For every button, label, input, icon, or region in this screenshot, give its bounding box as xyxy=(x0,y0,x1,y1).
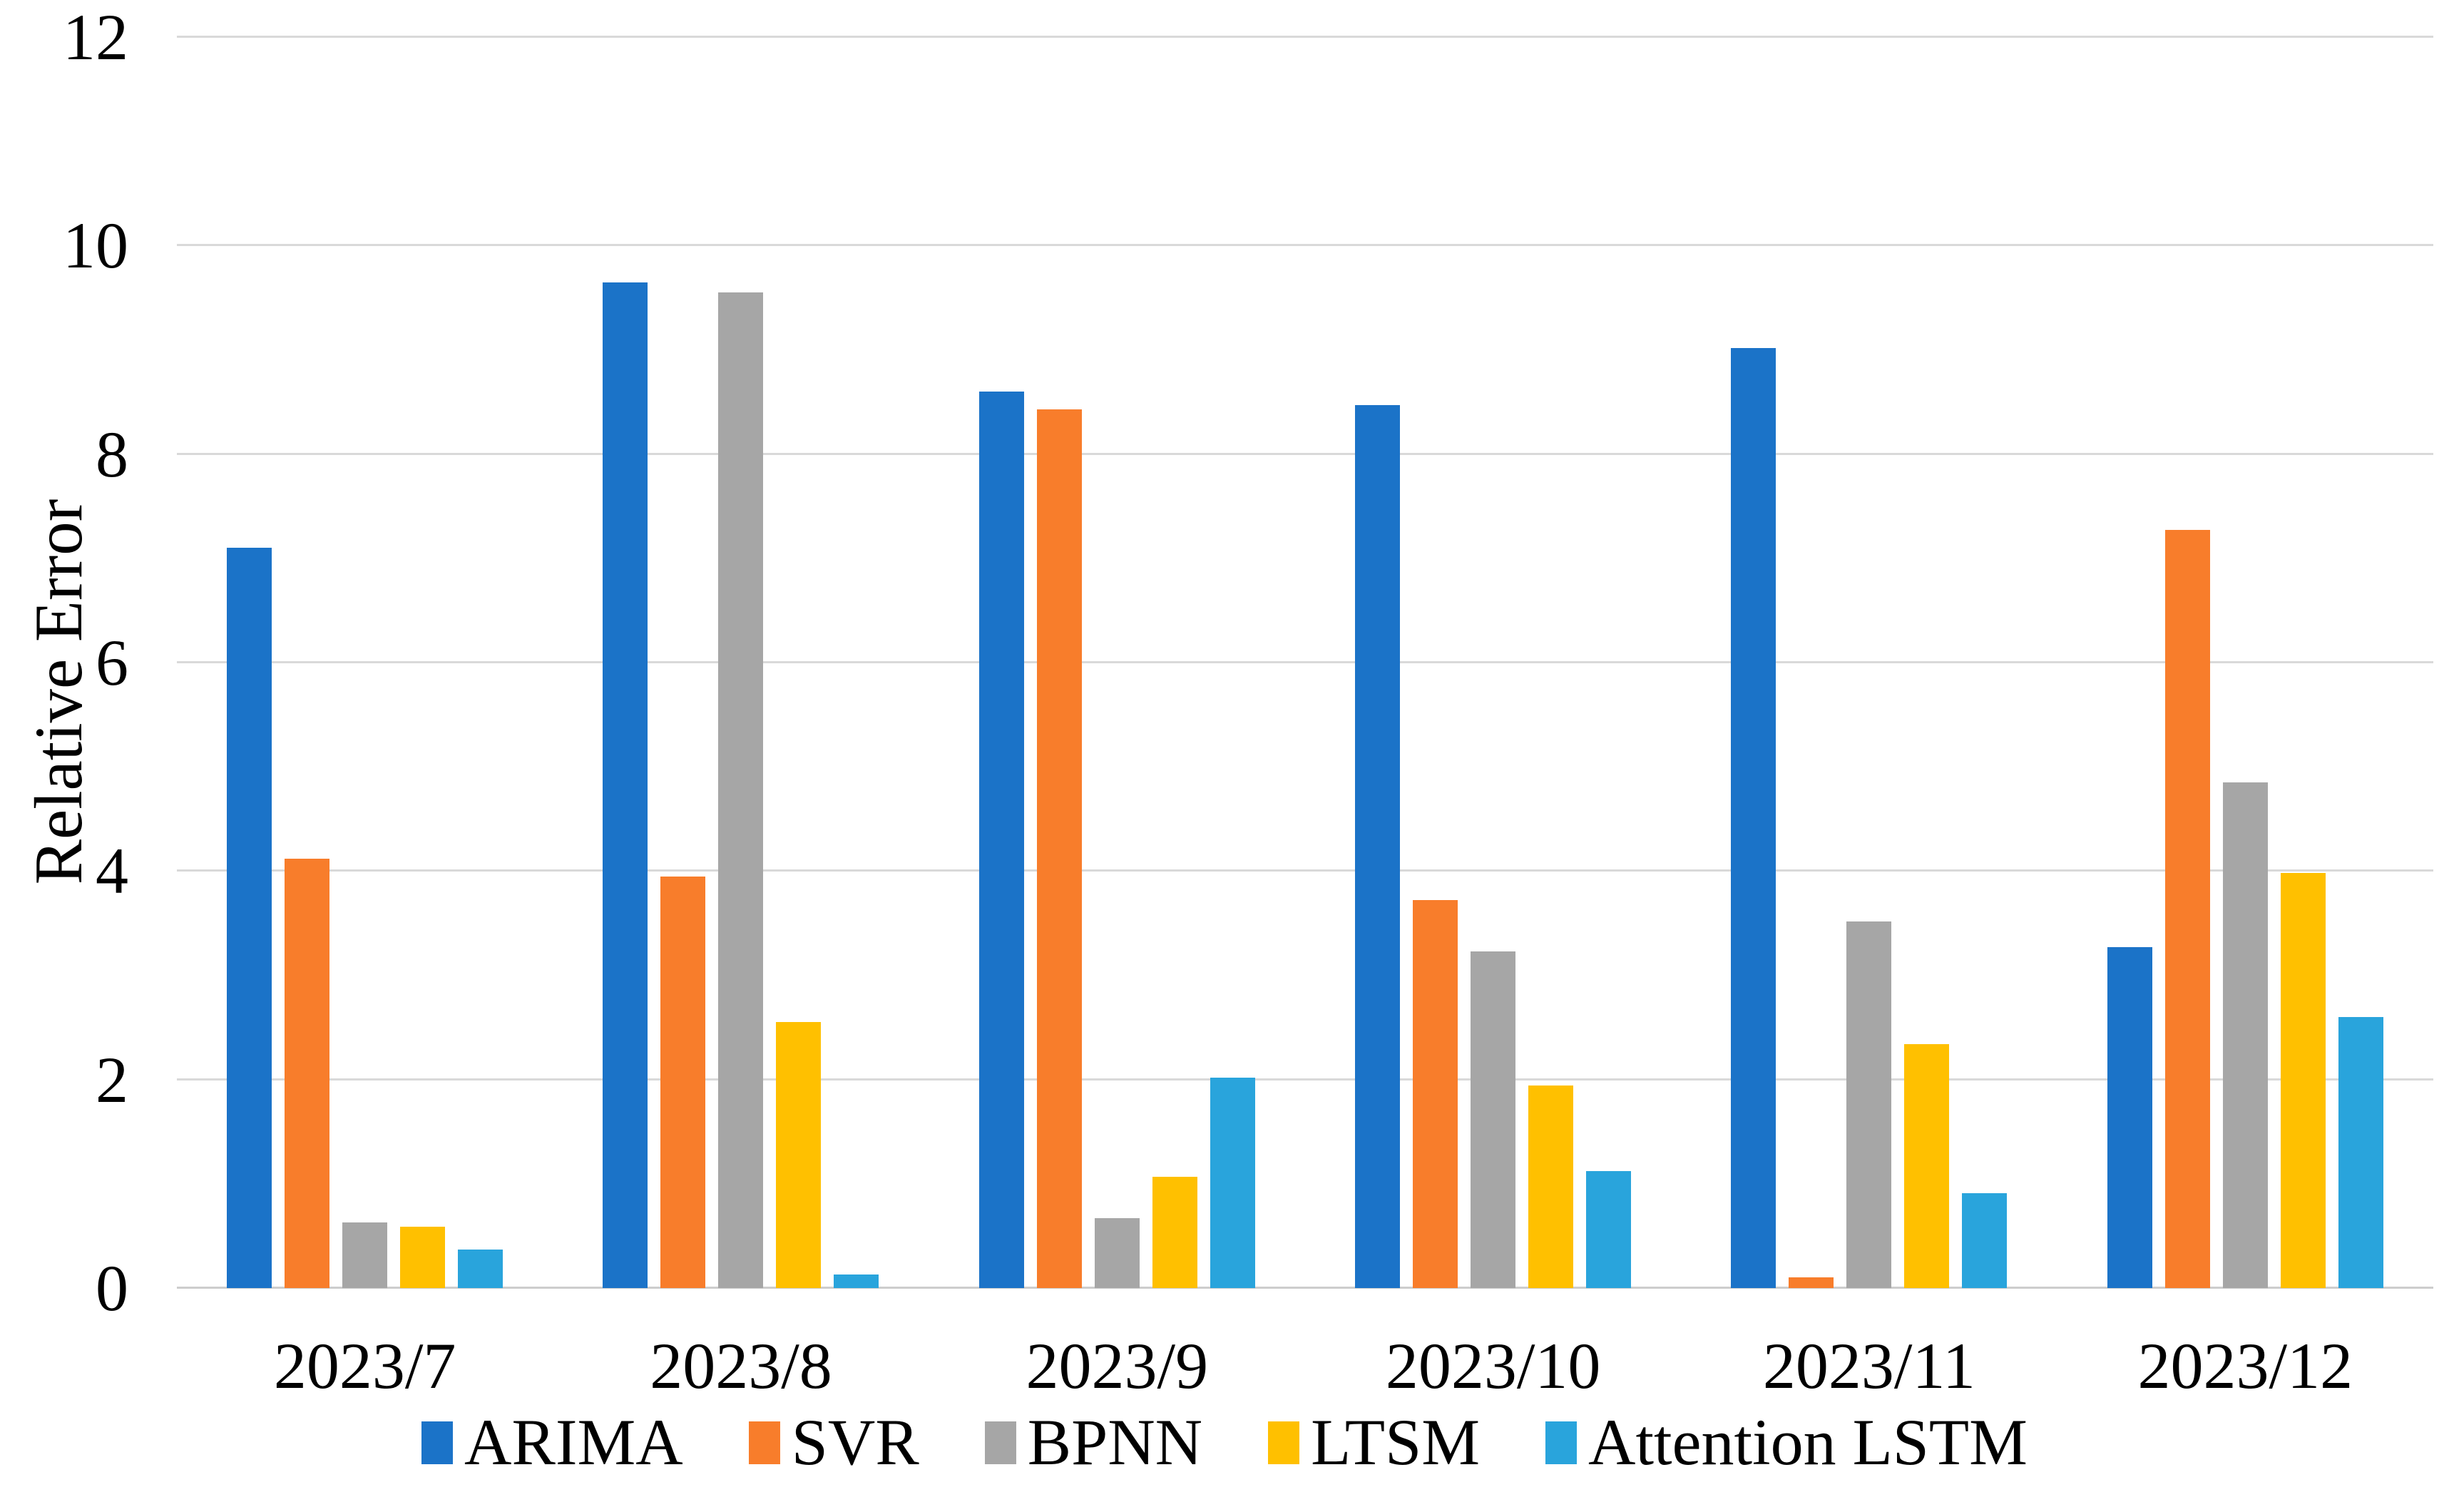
y-tick-label-4: 4 xyxy=(96,834,128,908)
bar-bpnn-2023-11 xyxy=(1846,921,1892,1288)
gridline-y-6 xyxy=(177,661,2433,663)
bar-group-2023-8 xyxy=(553,37,929,1288)
y-tick-label-10: 10 xyxy=(63,209,128,282)
bar-svr-2023-10 xyxy=(1413,900,1458,1288)
x-tick-label-2023-8: 2023/8 xyxy=(650,1329,832,1402)
bar-attention-lstm-2023-11 xyxy=(1962,1193,2008,1288)
x-tick-label-2023-9: 2023/9 xyxy=(1026,1329,1209,1402)
legend-item-arima: ARIMA xyxy=(421,1406,683,1478)
gridline-y-8 xyxy=(177,452,2433,455)
bar-ltsm-2023-11 xyxy=(1904,1043,1950,1288)
bar-attention-lstm-2023-9 xyxy=(1210,1077,1255,1288)
legend-item-ltsm: LTSM xyxy=(1268,1406,1480,1478)
bar-ltsm-2023-10 xyxy=(1528,1086,1574,1288)
bar-ltsm-2023-12 xyxy=(2280,873,2326,1288)
bar-group-2023-11 xyxy=(1681,37,2057,1288)
y-tick-label-0: 0 xyxy=(96,1252,128,1324)
bar-group-2023-7 xyxy=(177,37,553,1288)
x-axis-labels: 2023/7 2023/8 2023/9 2023/10 2023/11 2023/12 xyxy=(177,1327,2433,1405)
legend-swatch-attention-lstm xyxy=(1545,1421,1578,1464)
bar-svr-2023-9 xyxy=(1036,409,1082,1288)
gridline-y-4 xyxy=(177,869,2433,872)
bar-group-2023-10 xyxy=(1305,37,1681,1288)
bar-svr-2023-12 xyxy=(2164,530,2210,1288)
y-tick-label-12: 12 xyxy=(63,1,128,73)
bar-arima-2023-10 xyxy=(1355,404,1401,1288)
bar-ltsm-2023-9 xyxy=(1152,1176,1197,1288)
gridline-y-12 xyxy=(177,36,2433,38)
bar-attention-lstm-2023-8 xyxy=(834,1275,879,1288)
bar-groups xyxy=(177,37,2433,1288)
legend: ARIMA SVR BPNN LTSM Attention LSTM xyxy=(0,1406,2449,1478)
bar-group-2023-12 xyxy=(2057,37,2433,1288)
bar-bpnn-2023-12 xyxy=(2222,782,2268,1288)
legend-item-bpnn: BPNN xyxy=(984,1406,1203,1478)
x-tick-label-2023-7: 2023/7 xyxy=(273,1329,456,1402)
bar-arima-2023-9 xyxy=(978,391,1024,1288)
gridline-y-10 xyxy=(177,244,2433,247)
legend-label-ltsm: LTSM xyxy=(1311,1406,1481,1478)
bar-bpnn-2023-8 xyxy=(718,292,764,1288)
bar-ltsm-2023-8 xyxy=(776,1022,822,1288)
legend-label-attention-lstm: Attention LSTM xyxy=(1588,1406,2028,1478)
bar-bpnn-2023-9 xyxy=(1094,1218,1140,1288)
x-tick-label-2023-12: 2023/12 xyxy=(2137,1329,2353,1402)
legend-swatch-bpnn xyxy=(984,1421,1016,1464)
y-tick-label-8: 8 xyxy=(96,417,128,491)
gridline-y-2 xyxy=(177,1078,2433,1081)
x-tick-label-2023-11: 2023/11 xyxy=(1762,1329,1976,1402)
legend-label-svr: SVR xyxy=(791,1406,919,1478)
y-tick-label-6: 6 xyxy=(96,626,128,699)
bar-ltsm-2023-7 xyxy=(400,1226,446,1288)
bar-svr-2023-8 xyxy=(660,876,706,1288)
bar-attention-lstm-2023-10 xyxy=(1586,1171,1632,1288)
gridline-y-0 xyxy=(177,1287,2433,1289)
bar-attention-lstm-2023-7 xyxy=(458,1249,503,1288)
legend-label-bpnn: BPNN xyxy=(1027,1406,1203,1478)
bar-attention-lstm-2023-12 xyxy=(2338,1016,2383,1288)
bar-arima-2023-8 xyxy=(603,282,648,1288)
legend-item-svr: SVR xyxy=(748,1406,919,1478)
legend-swatch-arima xyxy=(421,1421,454,1464)
legend-swatch-svr xyxy=(748,1421,780,1464)
legend-label-arima: ARIMA xyxy=(464,1406,683,1478)
bar-group-2023-9 xyxy=(929,37,1305,1288)
y-tick-label-2: 2 xyxy=(96,1043,128,1116)
x-tick-label-2023-10: 2023/10 xyxy=(1385,1329,1601,1402)
bar-bpnn-2023-7 xyxy=(342,1222,388,1288)
bar-arima-2023-7 xyxy=(227,548,272,1288)
bar-svr-2023-7 xyxy=(285,858,330,1288)
bar-arima-2023-12 xyxy=(2107,947,2152,1288)
bar-arima-2023-11 xyxy=(1731,347,1776,1288)
bar-svr-2023-11 xyxy=(1789,1277,1834,1288)
legend-swatch-ltsm xyxy=(1268,1421,1300,1464)
legend-item-attention-lstm: Attention LSTM xyxy=(1545,1406,2028,1478)
bar-bpnn-2023-10 xyxy=(1471,951,1516,1288)
plot-area xyxy=(177,36,2433,1289)
